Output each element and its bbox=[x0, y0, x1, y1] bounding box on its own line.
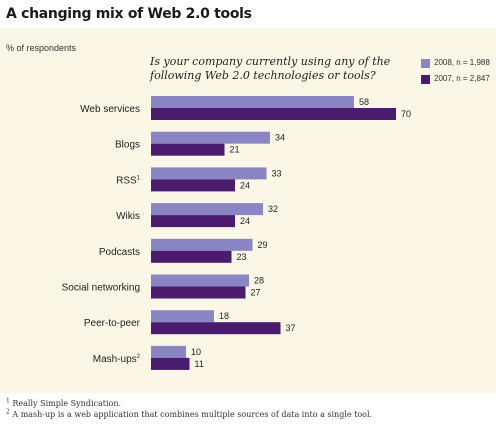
legend-label-2007: 2007, n = 2,847 bbox=[434, 74, 490, 83]
bar-podcasts-2008 bbox=[151, 238, 253, 251]
footnotes: 1 Really Simple Syndication. 2 A mash-up… bbox=[6, 398, 372, 420]
bar-blogs-2008 bbox=[151, 131, 270, 144]
data-label-social-networking-2008: 28 bbox=[254, 276, 264, 286]
unit-label: % of respondents bbox=[6, 43, 77, 53]
data-label-peer-to-peer-2007: 37 bbox=[286, 323, 296, 333]
category-note-mash-ups: 2 bbox=[137, 354, 141, 360]
legend-label-2008: 2008, n = 1,988 bbox=[434, 58, 490, 67]
footnote-1: 1 Really Simple Syndication. bbox=[6, 398, 372, 409]
data-label-rss-2007: 24 bbox=[240, 180, 250, 190]
bar-blogs-2007 bbox=[151, 143, 225, 156]
category-label-web-services: Web services bbox=[80, 104, 140, 115]
data-label-rss-2008: 33 bbox=[272, 168, 282, 178]
data-label-social-networking-2007: 27 bbox=[251, 288, 261, 298]
survey-question: Is your company currently using any of t… bbox=[150, 55, 391, 82]
category-label-wikis: Wikis bbox=[116, 211, 140, 222]
legend-swatch-2008 bbox=[421, 59, 430, 68]
data-label-web-services-2008: 58 bbox=[359, 97, 369, 107]
data-label-podcasts-2007: 23 bbox=[237, 252, 247, 262]
category-label-rss: RSS1 bbox=[116, 175, 141, 186]
bar-web-services-2007 bbox=[151, 108, 396, 120]
footnote-1-text: Really Simple Syndication. bbox=[12, 399, 122, 408]
title-strip bbox=[0, 0, 248, 27]
category-label-blogs: Blogs bbox=[115, 140, 140, 151]
bar-rss-2007 bbox=[151, 179, 235, 192]
legend-swatch-2007 bbox=[421, 75, 430, 84]
bar-social-networking-2008 bbox=[151, 274, 249, 287]
data-label-blogs-2008: 34 bbox=[275, 133, 285, 143]
category-label-social-networking: Social networking bbox=[62, 283, 140, 294]
footnote-2: 2 A mash-up is a web application that co… bbox=[6, 409, 372, 420]
bar-social-networking-2007 bbox=[151, 286, 246, 299]
bar-podcasts-2007 bbox=[151, 250, 232, 263]
bar-rss-2008 bbox=[151, 167, 267, 180]
data-label-podcasts-2008: 29 bbox=[258, 240, 268, 250]
bar-peer-to-peer-2007 bbox=[151, 322, 281, 335]
category-label-mash-ups: Mash-ups2 bbox=[93, 354, 141, 365]
data-label-blogs-2007: 21 bbox=[230, 145, 240, 155]
footnote-2-text: A mash-up is a web application that comb… bbox=[12, 410, 373, 419]
category-label-podcasts: Podcasts bbox=[99, 247, 140, 258]
data-label-peer-to-peer-2008: 18 bbox=[219, 311, 229, 321]
footnote-2-mark: 2 bbox=[6, 408, 10, 416]
bar-web-services-2008 bbox=[151, 96, 354, 108]
data-label-wikis-2008: 32 bbox=[268, 204, 278, 214]
data-label-mash-ups-2008: 10 bbox=[191, 347, 201, 357]
data-label-wikis-2007: 24 bbox=[240, 216, 250, 226]
bar-peer-to-peer-2008 bbox=[151, 310, 214, 323]
category-note-rss: 1 bbox=[137, 175, 141, 181]
chart-title: A changing mix of Web 2.0 tools bbox=[6, 6, 252, 22]
data-label-mash-ups-2007: 11 bbox=[195, 359, 204, 369]
footnote-1-mark: 1 bbox=[6, 397, 10, 405]
category-label-peer-to-peer: Peer-to-peer bbox=[84, 318, 141, 329]
bar-mash-ups-2007 bbox=[151, 357, 190, 370]
bar-wikis-2008 bbox=[151, 203, 263, 216]
bar-mash-ups-2008 bbox=[151, 345, 186, 358]
bar-wikis-2007 bbox=[151, 215, 235, 228]
data-label-web-services-2007: 70 bbox=[401, 109, 411, 119]
